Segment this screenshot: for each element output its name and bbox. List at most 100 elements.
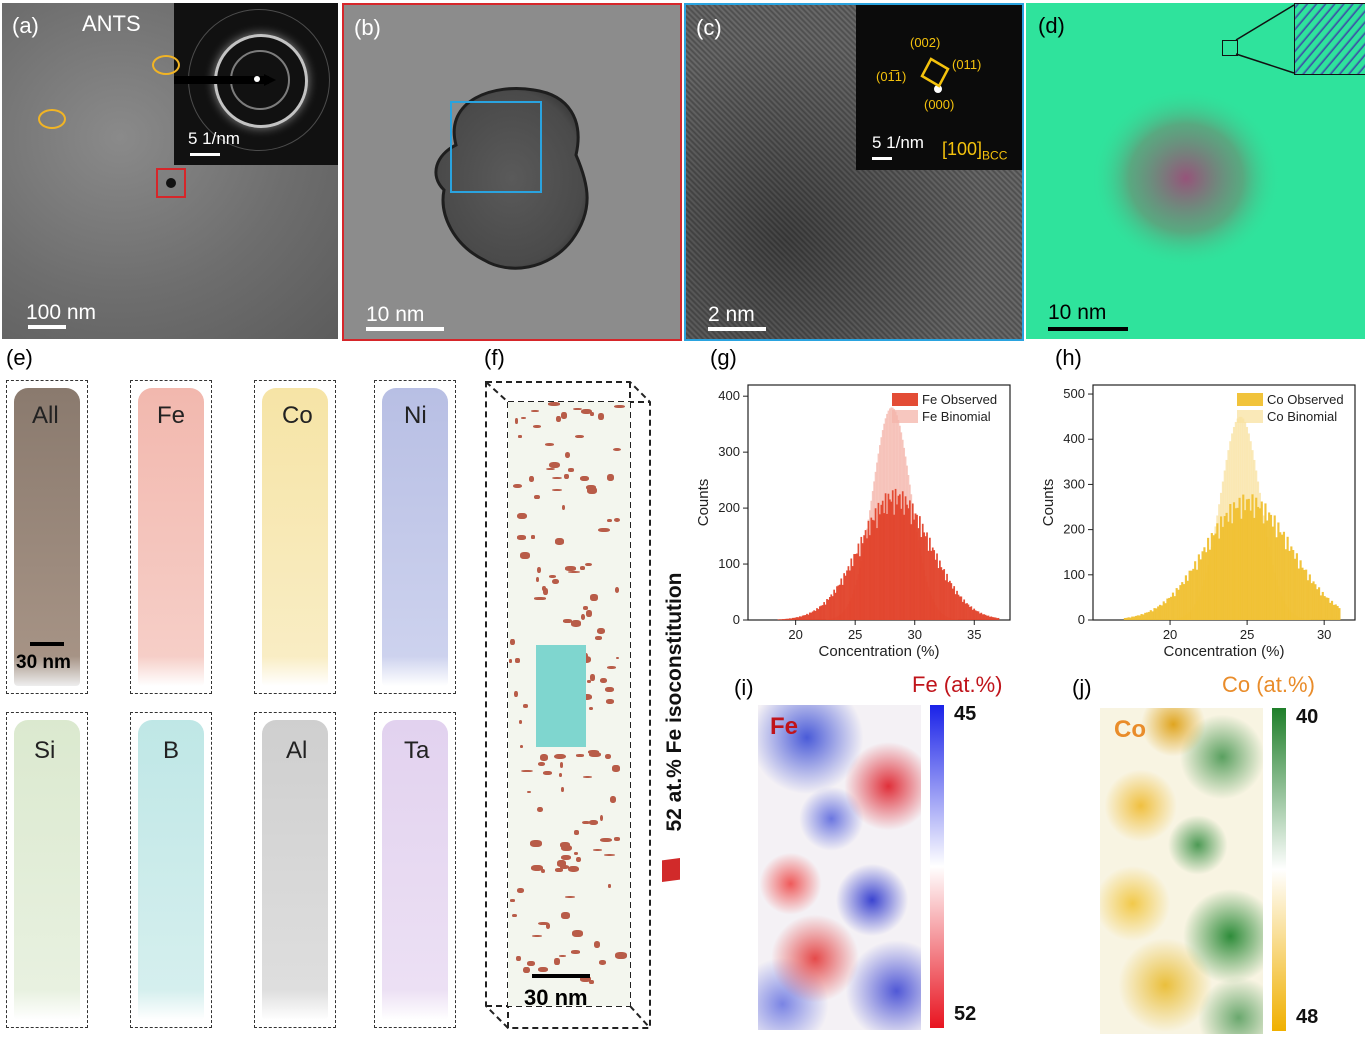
histogram-bar [963, 599, 966, 620]
histogram-bar [1218, 538, 1221, 620]
panel-j-concentration-map: Co [1100, 708, 1263, 1034]
y-tick-label: 400 [718, 388, 740, 403]
histogram-bar [1149, 610, 1152, 620]
histogram-bar [967, 604, 970, 620]
panel-j-title: Co (at.%) [1222, 672, 1315, 697]
histogram-bar [1197, 554, 1200, 620]
y-axis-title: Counts [695, 479, 712, 527]
histogram-bar [861, 543, 864, 620]
histogram-bar [1268, 512, 1271, 620]
fe-precipitate [562, 504, 566, 511]
fe-precipitate [572, 930, 583, 937]
histogram-bar [934, 559, 937, 620]
fe-precipitate [580, 693, 593, 700]
histogram-bar [1256, 506, 1260, 620]
fe-precipitate [510, 639, 515, 646]
fe-precipitate [609, 795, 616, 803]
histogram-bar [1338, 608, 1341, 620]
histogram-bar [1199, 559, 1202, 620]
histogram-bar [906, 504, 908, 620]
fe-precipitate [541, 585, 547, 592]
histogram-bar [1292, 550, 1295, 620]
histogram-bar [1240, 518, 1243, 620]
panel-a-title: ANTS [82, 11, 141, 36]
histogram-bar [1303, 569, 1306, 620]
histogram-bar [826, 599, 828, 620]
histogram-bar [1153, 608, 1156, 620]
legend-label: Co Binomial [1267, 409, 1337, 424]
fe-precipitate [539, 753, 548, 761]
histogram-bar [827, 599, 830, 620]
histogram-bar [904, 496, 907, 620]
fe-precipitate [537, 761, 545, 766]
histogram-bar [1177, 589, 1180, 620]
panel-i-concentration-map: Fe [758, 705, 921, 1030]
histogram-bar [1258, 508, 1261, 620]
panel-i-label: (i) [734, 675, 754, 700]
fe-precipitate [575, 434, 585, 439]
fe-precipitate [600, 814, 604, 822]
histogram-bar [950, 583, 953, 620]
histogram-bar [877, 502, 880, 620]
histogram-bar [837, 585, 840, 620]
fe-precipitate [559, 772, 563, 777]
panel-f-side-label: 52 at.% Fe isoconstitution [663, 572, 686, 832]
histogram-bar [796, 617, 798, 620]
histogram-bar [959, 596, 961, 620]
panel-e-label: (e) [6, 345, 33, 370]
histogram-bar [780, 619, 783, 620]
histogram-bar [1195, 569, 1199, 620]
histogram-bar [957, 594, 960, 620]
histogram-bar [794, 617, 797, 620]
y-tick-label: 0 [733, 612, 740, 627]
histogram-bar [806, 613, 808, 620]
histogram-bar [1288, 550, 1291, 620]
histogram-bar [1170, 596, 1173, 620]
y-tick-label: 200 [1063, 522, 1085, 537]
histogram-bar [1179, 585, 1182, 620]
fe-precipitate [573, 829, 579, 835]
panel-f-side-label-container: 52 at.% Fe isoconstitution [660, 540, 690, 885]
histogram-bar [864, 530, 867, 620]
histogram-bar [973, 608, 976, 620]
histogram-bar [1129, 617, 1132, 620]
element-label: Co [282, 402, 313, 429]
panel-c-scalebar-label: 2 nm [708, 303, 755, 326]
fe-precipitate [582, 775, 592, 778]
panel-c-scalebar [708, 327, 766, 331]
histogram-bar [1336, 605, 1339, 620]
histogram-bar [954, 594, 957, 620]
histogram-bar [1146, 612, 1149, 620]
panel-b-label: (b) [354, 15, 381, 40]
histogram-bar [788, 618, 791, 620]
fe-precipitate [568, 570, 580, 573]
fe-precipitate [518, 435, 522, 438]
histogram-bar [1329, 602, 1332, 620]
fe-precipitate [522, 704, 529, 709]
fe-precipitate [564, 451, 571, 459]
panel-e-scalebar-label: 30 nm [16, 652, 71, 673]
histogram-bar [1125, 617, 1128, 620]
histogram-bar [1301, 567, 1304, 620]
fe-precipitate [615, 952, 627, 959]
histogram-bar [1147, 611, 1151, 620]
histogram-bar [897, 495, 900, 620]
fe-precipitate [580, 613, 586, 620]
y-tick-label: 100 [1063, 567, 1085, 582]
panel-d-zoom-inset [1294, 3, 1365, 75]
x-tick-label: 30 [907, 627, 921, 642]
histogram-bar [1306, 580, 1310, 620]
histogram-bar [856, 553, 858, 620]
fe-precipitate [568, 468, 574, 473]
fe-precipitate [556, 415, 561, 422]
histogram-bar [870, 517, 873, 620]
histogram-bar [1316, 589, 1319, 620]
fe-precipitate [554, 538, 565, 545]
panel-c-fft-inset: (002) (011) (01̅1) (000) 5 1/nm [100]BCC [856, 5, 1022, 170]
histogram-bar [1319, 595, 1323, 620]
panel-c-zone-axis: [100]BCC [942, 139, 1007, 163]
fe-precipitate [570, 950, 581, 954]
fe-precipitate [572, 407, 582, 411]
fe-precipitate [520, 552, 530, 560]
